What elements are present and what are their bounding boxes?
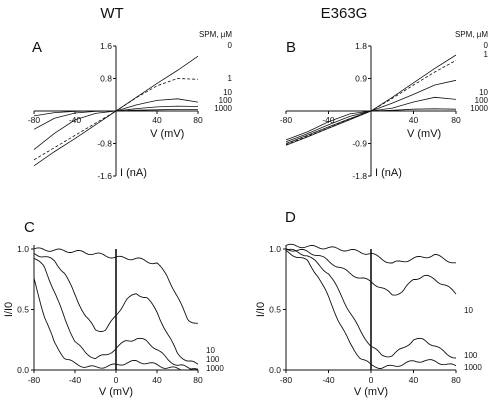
y-tick-label: 0.9 <box>355 74 367 84</box>
legend-title: SPM, µM <box>199 30 232 39</box>
series-line-1 <box>285 243 456 264</box>
series-line-100 <box>33 257 199 371</box>
x-tick-label: 40 <box>409 375 419 385</box>
series-label: 1000 <box>470 104 488 113</box>
series-label: 1000 <box>464 363 482 372</box>
panel-letter-a: A <box>32 39 42 56</box>
x-tick-label: 0 <box>114 375 119 385</box>
panel-d: D -80 -40 0 40 80 0.0 0.5 1.0 V (mV) I/I0 10 100 1000 <box>255 209 482 398</box>
series-line-10 <box>285 248 457 296</box>
y-tick-label: 1.0 <box>269 244 281 254</box>
y-tick-label: 1.0 <box>17 244 29 254</box>
x-axis-label: V (mV) <box>354 386 388 398</box>
legend-title: SPM, µM <box>455 30 488 39</box>
x-tick-label: -80 <box>28 375 41 385</box>
y-tick-label: 0.8 <box>100 74 112 84</box>
x-tick-label: -40 <box>69 375 82 385</box>
x-tick-label: -80 <box>280 375 293 385</box>
column-title-e363g: E363G <box>321 5 368 22</box>
panel-letter-b: B <box>286 39 296 56</box>
series-label: 100 <box>464 351 478 360</box>
series-line-1000 <box>33 109 198 117</box>
x-tick-label: 80 <box>451 115 461 125</box>
series-line-100 <box>285 248 457 359</box>
y-tick-label: -0.8 <box>97 139 112 149</box>
x-tick-label: 40 <box>409 115 419 125</box>
x-tick-label: 80 <box>451 375 461 385</box>
y-tick-label: 1.8 <box>355 41 367 51</box>
y-tick-label: -0.9 <box>352 139 367 149</box>
series-line-1000 <box>285 249 457 369</box>
panel-letter-c: C <box>24 219 35 236</box>
y-axis-label: I (nA) <box>375 167 402 179</box>
series-label: 10 <box>464 306 473 315</box>
x-tick-label: 0 <box>369 375 374 385</box>
series-label: 1000 <box>206 364 224 373</box>
y-tick-label: 0.5 <box>269 305 281 315</box>
series-label: 1 <box>228 74 233 83</box>
series-label: 10 <box>206 346 215 355</box>
y-tick-label: 0.0 <box>17 365 29 375</box>
x-axis-label: V (mV) <box>99 386 133 398</box>
series-line-1 <box>33 247 199 324</box>
series-label: 10 <box>479 88 488 97</box>
x-tick-label: 80 <box>193 375 203 385</box>
x-tick-label: -80 <box>280 115 293 125</box>
series-label: 10 <box>223 88 232 97</box>
series-label: 0 <box>484 41 489 50</box>
y-tick-label: 0.0 <box>269 365 281 375</box>
series-label: 0 <box>228 41 233 50</box>
x-tick-label: 40 <box>152 375 162 385</box>
series-line-10 <box>33 253 199 365</box>
x-axis-label: V (mV) <box>150 128 184 140</box>
y-tick-label: -1.8 <box>352 171 367 181</box>
x-tick-label: -40 <box>322 115 335 125</box>
y-tick-label: -1.6 <box>97 171 112 181</box>
series-label: 100 <box>219 96 233 105</box>
y-axis-label: I/I0 <box>255 302 267 317</box>
panel-b: B -80 -40 40 80 1.8 0.9 -0.9 -1.8 V (mV) I (nA) SPM… <box>280 30 489 181</box>
y-tick-label: 1.6 <box>100 41 112 51</box>
panel-a: A-80 -40 40 801.60.8-0.8-1.6V (mV)I (nA)SPM… <box>28 30 233 181</box>
series-label: 1000 <box>214 104 232 113</box>
y-axis-label: I/I0 <box>3 302 15 317</box>
series-line-1000 <box>285 108 457 141</box>
series-label: 100 <box>475 96 489 105</box>
x-tick-label: -80 <box>28 115 41 125</box>
y-axis-label: I (nA) <box>120 167 147 179</box>
x-tick-label: 80 <box>193 115 203 125</box>
column-title-wt: WT <box>100 5 123 22</box>
series-label: 100 <box>206 355 220 364</box>
x-tick-label: 40 <box>152 115 162 125</box>
series-line-1000 <box>33 277 199 371</box>
panel-letter-d: D <box>285 209 296 226</box>
y-tick-label: 0.5 <box>17 305 29 315</box>
series-label: 1 <box>484 50 489 59</box>
x-tick-label: -40 <box>322 375 335 385</box>
x-axis-label: V (mV) <box>407 128 441 140</box>
